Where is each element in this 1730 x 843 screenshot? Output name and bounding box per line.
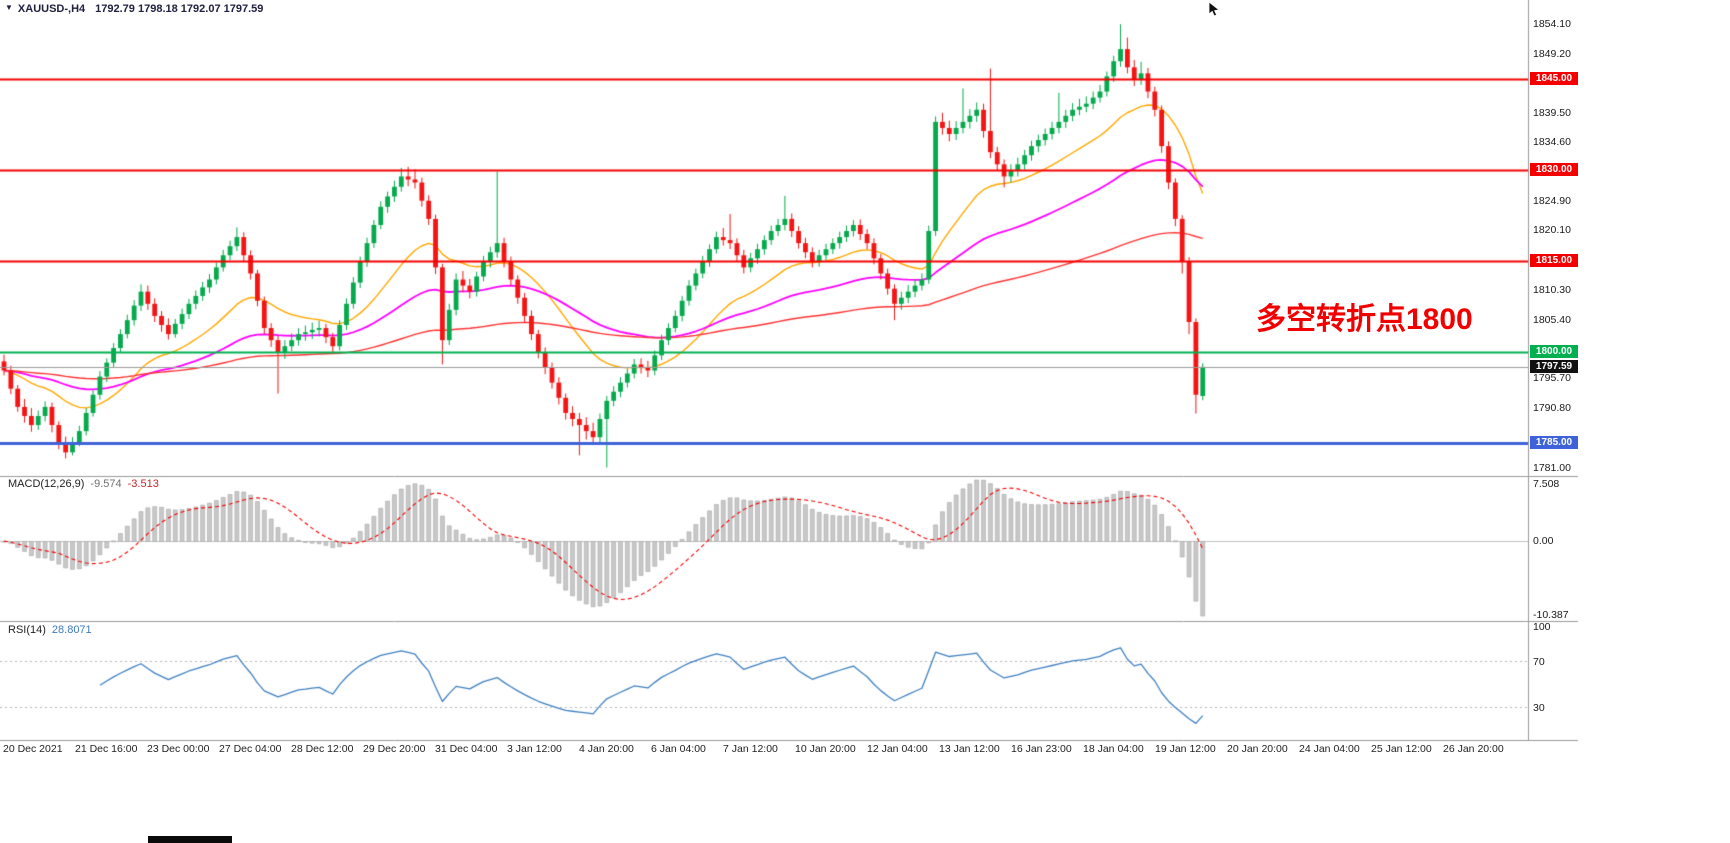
price-tick-label: 1805.40 xyxy=(1533,313,1571,326)
annotation-text[interactable]: 多空转折点1800 xyxy=(1256,303,1473,336)
macd-indicator-label: MACD(12,26,9) -9.574 -3.513 xyxy=(8,478,165,490)
rsi-axis-label: 70 xyxy=(1533,655,1545,668)
price-tick-label: 1854.10 xyxy=(1533,18,1571,31)
bid-price-badge: 1797.59 xyxy=(1530,359,1578,373)
price-tick-label: 1824.90 xyxy=(1533,195,1571,208)
time-axis-label: 25 Jan 12:00 xyxy=(1371,743,1432,755)
time-axis-label: 12 Jan 04:00 xyxy=(867,743,928,755)
price-axis[interactable]: 1854.10 1849.20 1839.50 1834.60 1824.90 1820.… xyxy=(1528,0,1730,741)
time-axis-label: 16 Jan 23:00 xyxy=(1011,743,1072,755)
symbol-period-label: XAUUSD-,H4 xyxy=(17,3,86,15)
mouse-cursor xyxy=(1208,1,1222,19)
macd-axis-label: -10.387 xyxy=(1533,609,1569,621)
time-axis[interactable]: 20 Dec 2021 21 Dec 16:00 23 Dec 00:00 27 De… xyxy=(0,741,1730,757)
time-axis-label: 6 Jan 04:00 xyxy=(651,743,706,755)
price-level-badge: 1785.00 xyxy=(1530,436,1578,450)
time-axis-label: 19 Jan 12:00 xyxy=(1155,743,1216,755)
price-level-badge: 1845.00 xyxy=(1530,72,1578,86)
price-tick-label: 1795.70 xyxy=(1533,372,1571,385)
time-axis-label: 24 Jan 04:00 xyxy=(1299,743,1360,755)
time-axis-label: 29 Dec 20:00 xyxy=(363,743,426,755)
time-axis-label: 27 Dec 04:00 xyxy=(219,743,282,755)
macd-name: MACD(12,26,9) xyxy=(8,478,85,490)
price-tick-label: 1781.00 xyxy=(1533,461,1571,474)
price-tick-label: 1820.10 xyxy=(1533,224,1571,237)
time-axis-label: 31 Dec 04:00 xyxy=(435,743,498,755)
time-axis-label: 20 Dec 2021 xyxy=(3,743,63,755)
macd-axis-label: 7.508 xyxy=(1533,478,1560,490)
rsi-axis-label: 30 xyxy=(1533,701,1545,714)
time-axis-label: 10 Jan 20:00 xyxy=(795,743,856,755)
rsi-indicator-label: RSI(14) 28.8071 xyxy=(8,624,98,636)
time-axis-label: 21 Dec 16:00 xyxy=(75,743,138,755)
price-level-badge: 1800.00 xyxy=(1530,345,1578,359)
macd-axis-label: 0.00 xyxy=(1533,535,1554,548)
time-axis-label: 26 Jan 20:00 xyxy=(1443,743,1504,755)
price-level-badge: 1815.00 xyxy=(1530,254,1578,268)
time-axis-label: 18 Jan 04:00 xyxy=(1083,743,1144,755)
time-axis-label: 20 Jan 20:00 xyxy=(1227,743,1288,755)
macd-main-value: -9.574 xyxy=(90,478,122,490)
rsi-axis-label: 100 xyxy=(1533,621,1551,633)
time-axis-label: 3 Jan 12:00 xyxy=(507,743,562,755)
time-axis-label: 7 Jan 12:00 xyxy=(723,743,778,755)
ohlc-values: 1792.79 1798.18 1792.07 1797.59 xyxy=(95,3,264,15)
time-axis-label: 23 Dec 00:00 xyxy=(147,743,210,755)
price-tick-label: 1849.20 xyxy=(1533,47,1571,60)
taskbar-fragment[interactable] xyxy=(148,836,232,843)
ohlc-info: ▼ XAUUSD-,H4 1792.79 1798.18 1792.07 1797.… xyxy=(5,3,263,15)
symbol-dropdown-icon[interactable]: ▼ xyxy=(5,3,13,12)
time-axis-label: 13 Jan 12:00 xyxy=(939,743,1000,755)
price-tick-label: 1810.30 xyxy=(1533,283,1571,296)
price-tick-label: 1834.60 xyxy=(1533,136,1571,149)
price-tick-label: 1790.80 xyxy=(1533,402,1571,415)
time-axis-label: 28 Dec 12:00 xyxy=(291,743,354,755)
rsi-value: 28.8071 xyxy=(51,624,92,636)
price-tick-label: 1839.50 xyxy=(1533,106,1571,119)
price-level-badge: 1830.00 xyxy=(1530,163,1578,177)
macd-signal-value: -3.513 xyxy=(127,478,159,490)
rsi-name: RSI(14) xyxy=(8,624,46,636)
time-axis-label: 4 Jan 20:00 xyxy=(579,743,634,755)
